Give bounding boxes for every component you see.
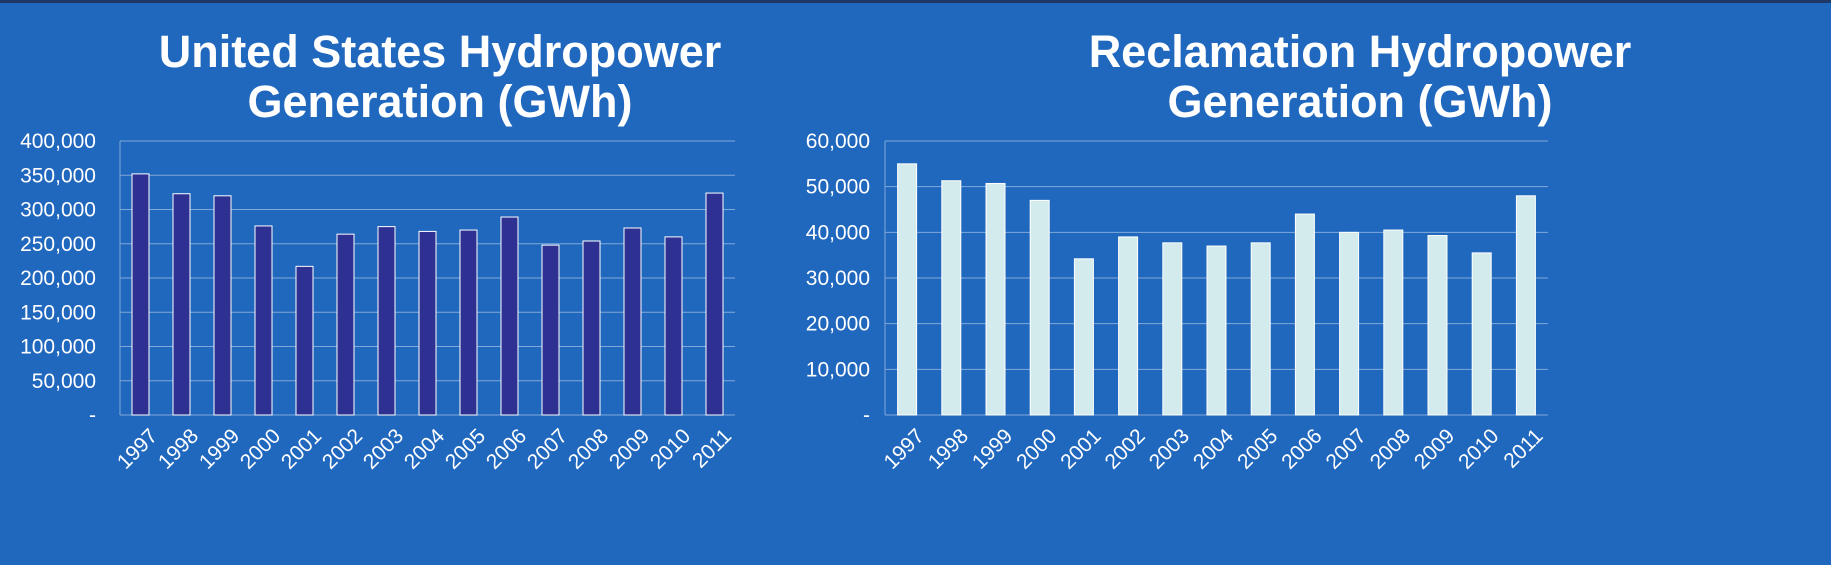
rec-y-tick-label: 60,000 [806, 130, 870, 153]
us-y-tick-label: 50,000 [32, 370, 96, 393]
right-edge [1831, 0, 1839, 565]
us-bar-2004 [418, 230, 437, 416]
us-bar-2006 [500, 216, 519, 416]
us-chart-title: United States Hydropower Generation (GWh… [80, 27, 800, 127]
reclamation-chart-title-line-1: Reclamation Hydropower [1088, 26, 1632, 77]
us-hydropower-chart: - 50,000 100,000 150,000 200,000 250,000 300,0… [20, 130, 736, 474]
rec-bar-1999 [985, 182, 1006, 416]
us-bar-2000 [254, 225, 273, 416]
us-y-tick-label: - [89, 404, 96, 427]
rec-bar-2003 [1162, 242, 1183, 416]
rec-x-tick-label: 2006 [1277, 424, 1326, 473]
rec-bar-2010 [1471, 252, 1492, 416]
rec-x-tick-label: 1997 [880, 424, 929, 473]
reclamation-chart-title-line-2: Generation (GWh) [1167, 76, 1553, 127]
rec-x-tick-label: 2011 [1499, 424, 1547, 472]
us-y-tick-label: 400,000 [20, 130, 96, 153]
rec-x-tick-label: 1998 [924, 424, 973, 473]
rec-bar-2006 [1294, 213, 1315, 416]
rec-y-tick-label: 50,000 [806, 176, 870, 199]
us-bar-2008 [582, 240, 601, 416]
rec-x-tick-label: 2003 [1145, 424, 1194, 473]
rec-bar-2004 [1206, 245, 1227, 416]
rec-y-tick-label: 10,000 [806, 358, 870, 381]
rec-x-tick-label: 2009 [1410, 424, 1459, 473]
reclamation-chart-title: Reclamation Hydropower Generation (GWh) [1000, 27, 1720, 127]
us-bar-2001 [295, 265, 314, 416]
rec-bar-2007 [1339, 231, 1360, 416]
us-bar-2005 [459, 229, 478, 416]
rec-x-tick-label: 1999 [968, 424, 1017, 473]
us-bar-2007 [541, 244, 560, 416]
us-y-tick-label: 300,000 [20, 199, 96, 222]
rec-x-tick-label: 2008 [1366, 424, 1415, 473]
us-bar-2010 [664, 236, 683, 416]
us-chart-title-line-2: Generation (GWh) [247, 76, 633, 127]
rec-x-tick-label: 2004 [1189, 424, 1239, 474]
us-y-tick-label: 100,000 [20, 336, 96, 359]
rec-x-tick-label: 2000 [1012, 424, 1061, 473]
us-bar-1998 [172, 193, 191, 416]
rec-bar-2005 [1250, 242, 1271, 416]
rec-bar-2008 [1383, 229, 1404, 416]
rec-bar-2002 [1118, 236, 1139, 416]
rec-bar-2000 [1029, 199, 1050, 416]
rec-x-tick-label: 2010 [1454, 424, 1503, 473]
rec-x-tick-label: 2002 [1101, 424, 1150, 473]
rec-y-tick-label: 40,000 [806, 221, 870, 244]
rec-bar-2011 [1515, 195, 1536, 416]
rec-y-tick-label: 30,000 [806, 267, 870, 290]
rec-y-tick-label: 20,000 [806, 313, 870, 336]
rec-bar-2001 [1073, 258, 1094, 416]
rec-bar-2009 [1427, 235, 1448, 416]
us-chart-title-line-1: United States Hydropower [158, 26, 722, 77]
rec-bar-1998 [941, 180, 962, 416]
us-y-tick-label: 150,000 [20, 301, 96, 324]
rec-x-tick-label: 2007 [1322, 424, 1371, 473]
us-bar-2002 [336, 233, 355, 416]
rec-bar-1997 [897, 163, 918, 416]
us-y-tick-label: 200,000 [20, 267, 96, 290]
us-bar-2009 [623, 227, 642, 416]
us-y-tick-label: 350,000 [20, 164, 96, 187]
rec-y-tick-label: - [863, 404, 870, 427]
us-y-tick-label: 250,000 [20, 233, 96, 256]
rec-x-tick-label: 2001 [1056, 424, 1105, 473]
us-bar-2003 [377, 226, 396, 416]
us-bar-1997 [131, 173, 150, 416]
us-bar-2011 [705, 192, 724, 416]
rec-x-tick-label: 2005 [1233, 424, 1282, 473]
us-bar-1999 [213, 195, 232, 416]
reclamation-hydropower-chart: - 10,000 20,000 30,000 40,000 50,000 60,000 199… [806, 130, 1548, 474]
